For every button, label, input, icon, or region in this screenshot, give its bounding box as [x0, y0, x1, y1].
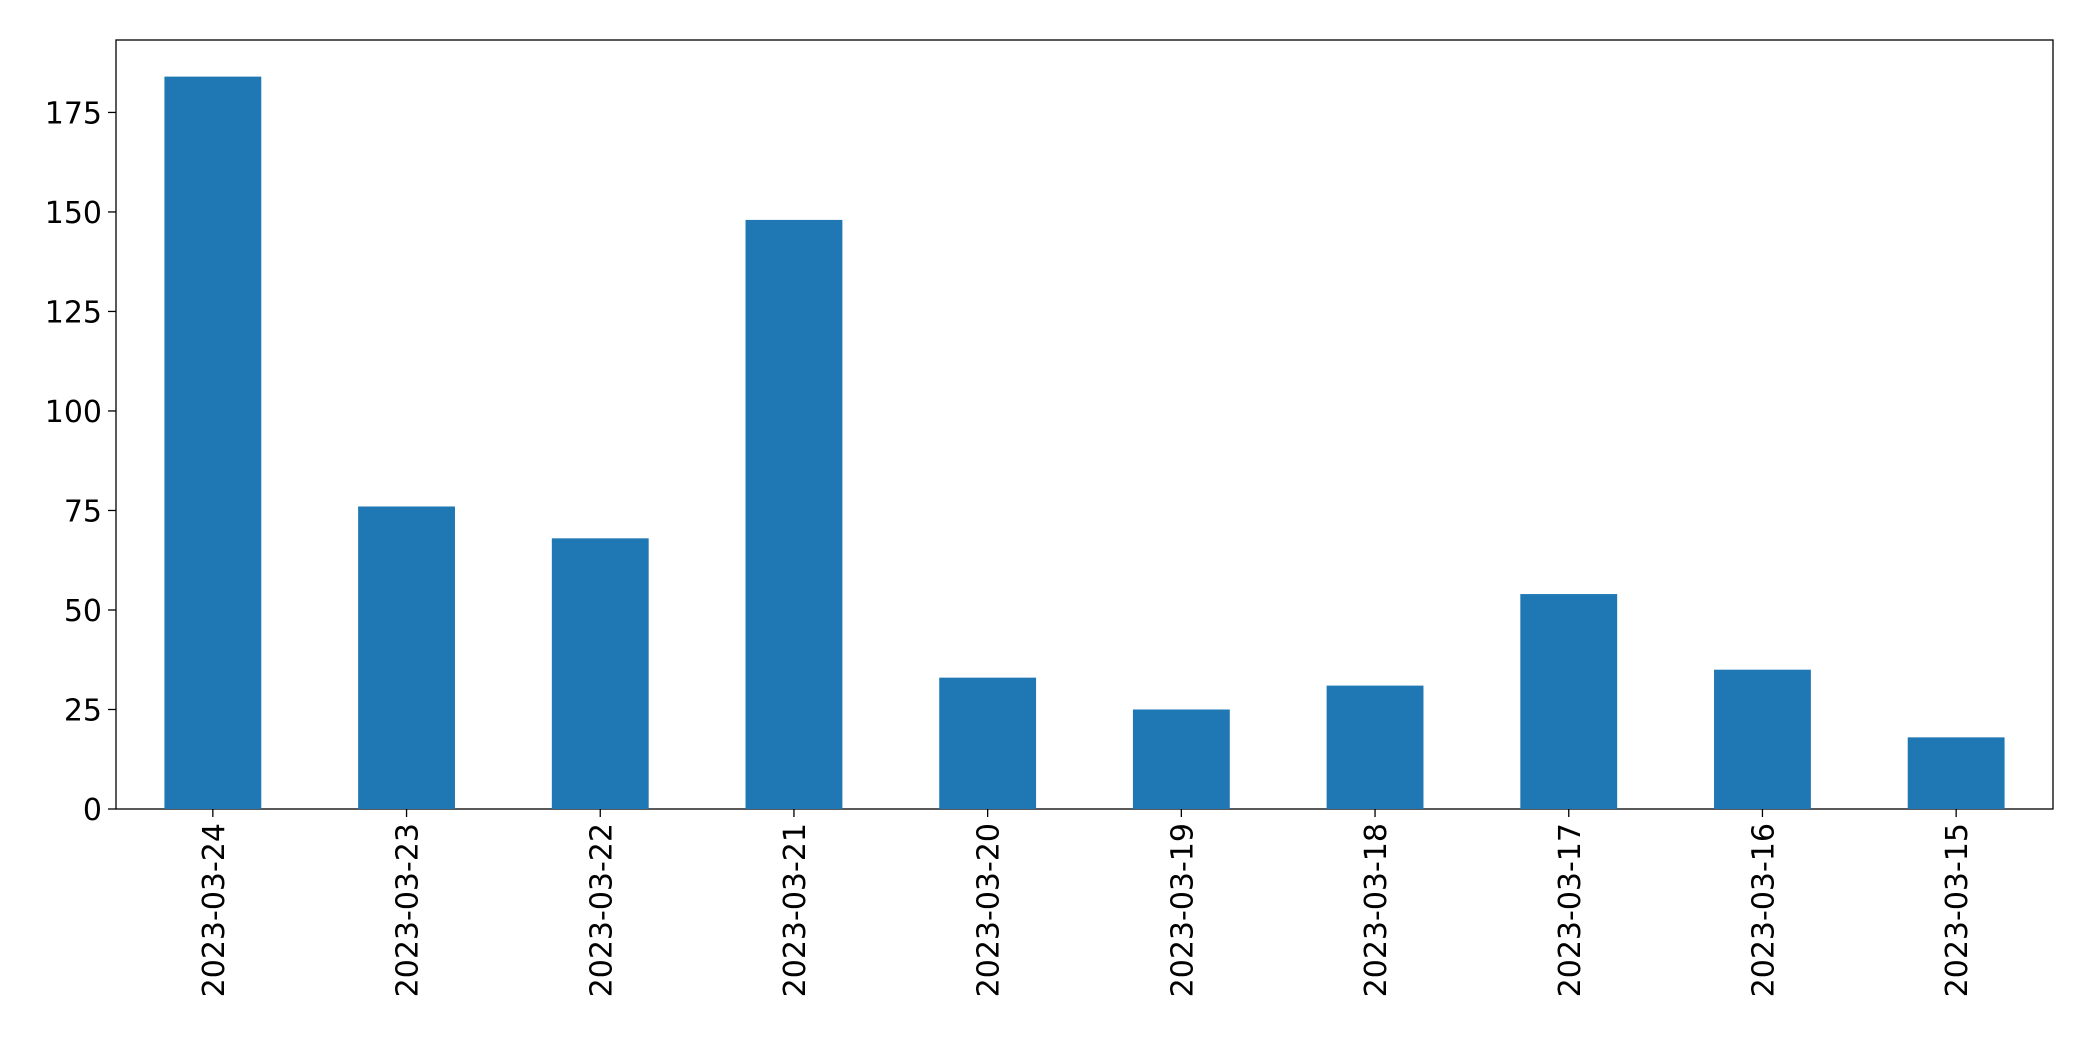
bar	[164, 76, 262, 810]
bar	[1714, 669, 1811, 809]
x-tick-label: 2023-03-24	[197, 823, 232, 997]
x-tick-label: 2023-03-19	[1165, 823, 1200, 997]
bar	[1907, 737, 2005, 809]
y-tick-label: 100	[45, 395, 102, 430]
y-tick-label: 25	[64, 693, 102, 728]
bar	[358, 506, 455, 809]
bar	[1520, 594, 1618, 809]
x-tick-label: 2023-03-21	[778, 823, 813, 997]
x-tick-label: 2023-03-23	[391, 823, 426, 997]
y-tick-label: 0	[83, 793, 102, 828]
y-tick-label: 50	[64, 594, 102, 629]
y-tick-label: 175	[45, 96, 102, 131]
x-tick-label: 2023-03-22	[584, 823, 619, 997]
bar	[745, 219, 843, 809]
y-tick-label: 75	[64, 494, 102, 529]
bar	[939, 677, 1037, 809]
bar	[1326, 685, 1424, 809]
x-tick-label: 2023-03-20	[972, 823, 1007, 997]
axes-frame	[115, 39, 2054, 810]
bar	[1132, 709, 1230, 809]
bar	[551, 538, 649, 809]
x-tick-label: 2023-03-17	[1553, 823, 1588, 997]
x-tick-label: 2023-03-16	[1746, 823, 1781, 997]
x-tick-label: 2023-03-15	[1940, 823, 1975, 997]
x-tick-label: 2023-03-18	[1359, 823, 1394, 997]
y-tick-label: 125	[45, 295, 102, 330]
y-tick-label: 150	[45, 196, 102, 231]
